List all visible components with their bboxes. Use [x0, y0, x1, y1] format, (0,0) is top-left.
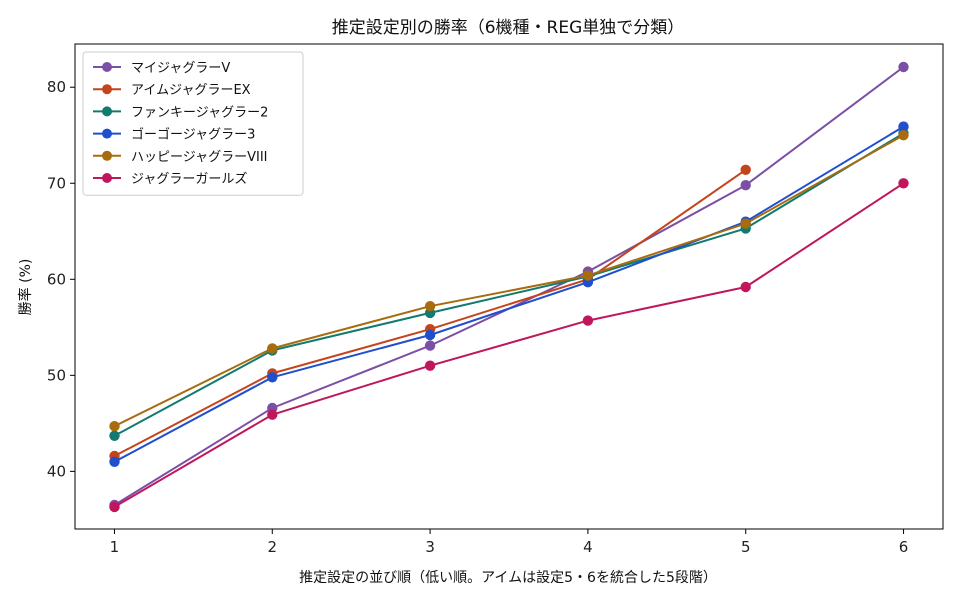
data-point	[582, 315, 594, 326]
x-tick-label: 1	[110, 538, 120, 556]
data-point	[898, 61, 909, 73]
data-point	[898, 130, 909, 141]
data-point	[898, 121, 909, 132]
series-layer	[109, 61, 909, 513]
legend-marker	[102, 84, 112, 95]
legend-box	[82, 51, 304, 196]
legend-entry: マイジャグラーV	[131, 61, 230, 76]
data-point	[424, 301, 436, 312]
series-group	[109, 130, 909, 432]
data-point	[740, 218, 751, 229]
series-line	[114, 125, 905, 463]
x-tick-label: 4	[583, 538, 593, 556]
data-point	[424, 329, 436, 341]
data-point	[582, 270, 594, 281]
legend: マイジャグラーV アイムジャグラーEX ファンキージャグラー2 ゴーゴージャグラー3 ハ…	[82, 51, 304, 196]
series-line	[113, 182, 905, 508]
y-tick-label: 40	[47, 462, 66, 480]
x-tick-label: 3	[425, 538, 435, 556]
data-point	[898, 178, 909, 189]
axis-ticks: 1 2 3 4 5 6 40 50 60 70 80	[47, 78, 908, 556]
data-point	[267, 409, 278, 420]
legend-entry: ファンキージャグラー2	[131, 105, 268, 120]
series-line	[114, 132, 905, 437]
data-point	[424, 340, 436, 351]
data-point	[109, 430, 120, 441]
legend-entry: アイムジャグラーEX	[131, 83, 251, 98]
legend-marker	[102, 150, 112, 161]
legend-entry: ジャグラーガールズ	[131, 171, 247, 187]
data-point	[109, 456, 120, 467]
y-tick-label: 80	[47, 78, 66, 96]
data-point	[109, 421, 120, 432]
plot-area-frame	[74, 43, 944, 530]
y-tick-label: 50	[47, 366, 66, 384]
series-line	[114, 134, 904, 428]
data-point	[109, 501, 120, 513]
series-group	[109, 178, 909, 513]
x-tick-label: 2	[267, 538, 277, 556]
y-axis-label: 勝率 (%)	[17, 259, 34, 316]
legend-entry: ゴーゴージャグラー3	[131, 127, 255, 143]
chart-title: 推定設定別の勝率（6機種・REG単独で分類）	[332, 18, 685, 38]
data-point	[267, 372, 278, 383]
data-point	[267, 343, 278, 354]
x-tick-label: 6	[899, 538, 909, 556]
legend-entry: ハッピージャグラーVIII	[131, 150, 268, 165]
legend-marker	[102, 106, 112, 117]
legend-marker	[102, 128, 112, 139]
data-point	[740, 281, 751, 293]
y-tick-label: 60	[47, 270, 66, 288]
y-tick-label: 70	[47, 174, 66, 192]
data-point	[740, 180, 751, 191]
legend-marker	[102, 173, 112, 183]
data-point	[424, 360, 436, 371]
legend-marker	[102, 62, 112, 72]
data-point	[740, 164, 751, 175]
x-axis-label: 推定設定の並び順（低い順。アイムは設定5・6を統合した5段階）	[299, 570, 717, 586]
x-tick-label: 5	[741, 538, 751, 556]
